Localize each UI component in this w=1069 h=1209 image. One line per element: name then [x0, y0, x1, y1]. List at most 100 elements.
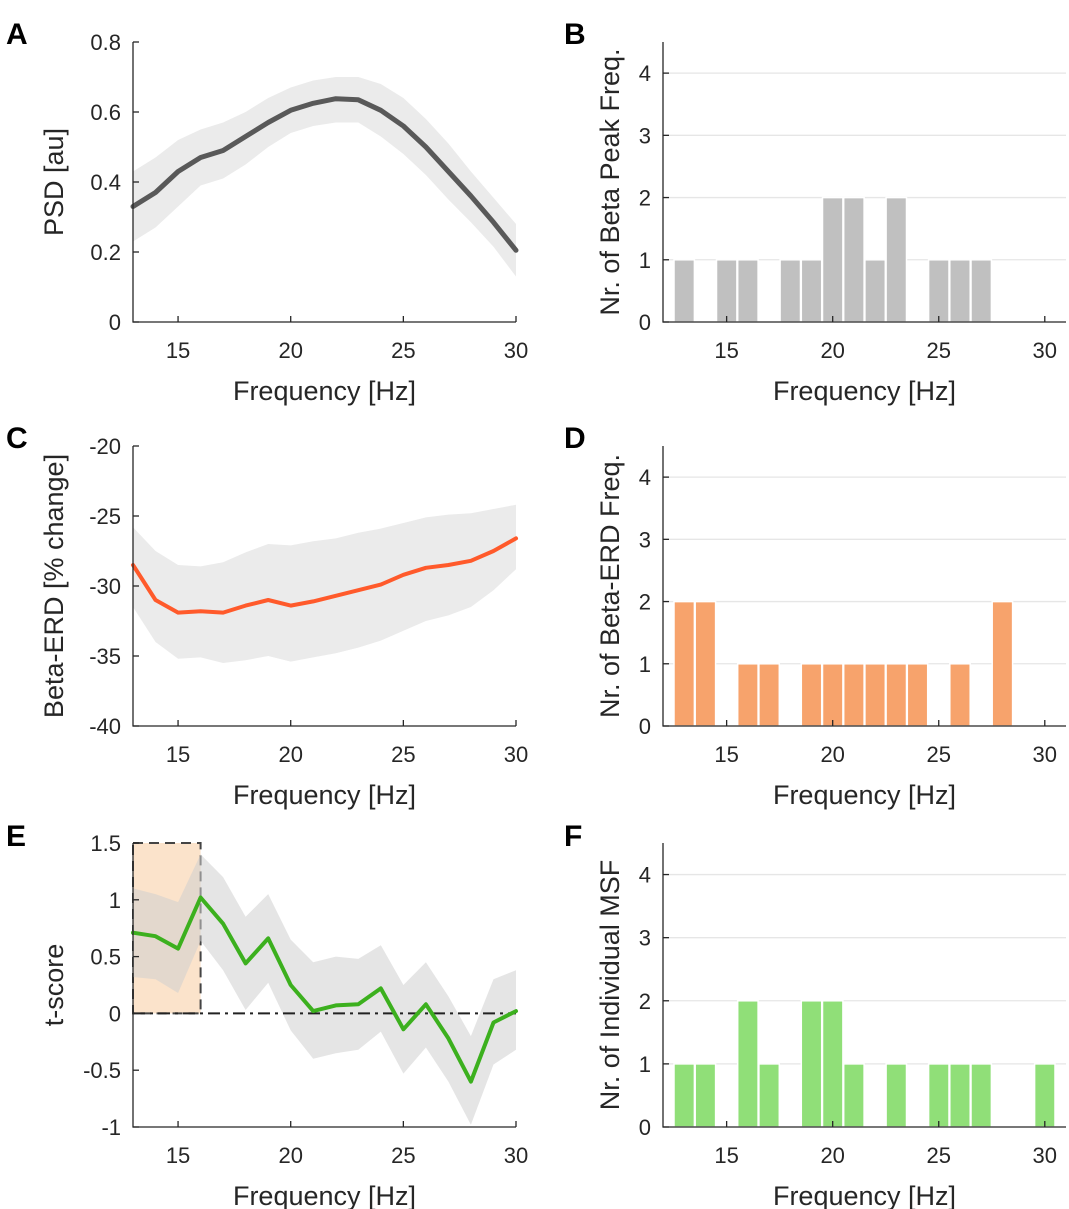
series-line: [131, 895, 518, 1084]
y-tick-label: 0.4: [90, 170, 121, 195]
bar: [736, 259, 759, 323]
bar: [949, 259, 971, 323]
x-tick-label: 15: [166, 1143, 190, 1168]
y-tick-label: 0: [639, 714, 651, 739]
y-axis-label: Nr. of Beta-ERD Freq.: [595, 454, 625, 718]
y-tick-label: -20: [89, 434, 121, 459]
bar: [758, 663, 781, 727]
y-tick-label: -30: [89, 574, 121, 599]
panel-label-d: D: [564, 422, 586, 455]
x-tick-label: 30: [1033, 338, 1057, 363]
y-tick-label: 4: [639, 61, 651, 86]
x-tick-label: 20: [820, 1143, 844, 1168]
panel-label-b: B: [564, 18, 586, 51]
bar: [885, 1063, 908, 1128]
panel-label-c: C: [6, 422, 28, 455]
x-tick-label: 25: [391, 338, 415, 363]
confidence-band: [133, 854, 516, 1125]
y-tick-label: 2: [639, 590, 651, 615]
series-line: [131, 536, 518, 615]
x-tick-label: 30: [1033, 1143, 1057, 1168]
panel-b: 15 20 25 30 0 1 2 3 4 Frequency [Hz] Nr. of Beta P…: [595, 42, 1066, 406]
y-tick-label: 0: [639, 1115, 651, 1140]
x-tick-label: 20: [278, 338, 302, 363]
y-tick-label: 4: [639, 863, 651, 888]
y-tick-label: 0: [639, 310, 651, 335]
panel-e: 15 20 25 30 -1 -0.5 0 0.5 1 1.5 Frequency [Hz] t-sc…: [39, 831, 528, 1209]
panel-c: 15 20 25 30 -40 -35 -30 -25 -20 Frequency [Hz] Bet…: [39, 434, 528, 810]
x-tick-label: 15: [166, 742, 190, 767]
y-tick-label: 3: [639, 527, 651, 552]
bar: [694, 600, 717, 727]
x-tick-label: 25: [926, 1143, 950, 1168]
y-tick-label: -40: [89, 714, 121, 739]
bar: [736, 1000, 759, 1128]
bar: [842, 1063, 865, 1128]
x-tick-label: 25: [926, 742, 950, 767]
y-axis-label: Nr. of Beta Peak Freq.: [595, 48, 625, 315]
panel-d: 15 20 25 30 0 1 2 3 4 Frequency [Hz] Nr. of Beta-E…: [595, 446, 1066, 810]
y-tick-label: -35: [89, 644, 121, 669]
y-axis-label: t-score: [39, 944, 69, 1027]
bar: [927, 1063, 950, 1128]
y-tick-label: 0.8: [90, 30, 121, 55]
bar: [821, 1000, 844, 1128]
panel-label-f: F: [564, 820, 582, 853]
y-tick-label: 4: [639, 465, 651, 490]
y-tick-label: 1: [639, 652, 651, 677]
y-tick-label: -25: [89, 504, 121, 529]
y-tick-label: 2: [639, 186, 651, 211]
y-tick-label: 0.6: [90, 100, 121, 125]
bar: [736, 663, 759, 727]
bar: [758, 1063, 781, 1128]
y-tick-label: 0.5: [90, 945, 121, 970]
y-tick-label: 2: [639, 989, 651, 1014]
x-axis-label: Frequency [Hz]: [233, 780, 416, 810]
x-tick-label: 15: [714, 338, 738, 363]
x-tick-label: 15: [166, 338, 190, 363]
confidence-band: [133, 504, 516, 663]
x-tick-label: 15: [714, 1143, 738, 1168]
bar: [885, 196, 908, 323]
bar: [715, 259, 738, 323]
y-tick-label: 1: [639, 1052, 651, 1077]
x-axis-label: Frequency [Hz]: [773, 376, 956, 406]
confidence-band: [133, 77, 516, 277]
bar: [673, 259, 696, 323]
x-tick-label: 20: [820, 742, 844, 767]
panel-f: 15 20 25 30 0 1 2 3 4 Frequency [Hz] Nr. of Indivi…: [595, 843, 1066, 1209]
bar: [970, 1063, 993, 1128]
y-tick-label: 0: [109, 310, 121, 335]
y-tick-label: 3: [639, 123, 651, 148]
bar: [779, 259, 802, 323]
y-tick-label: 1.5: [90, 831, 121, 856]
y-tick-label: -1: [101, 1115, 121, 1140]
bar: [673, 1063, 696, 1128]
series-line: [130, 96, 519, 253]
bar: [800, 663, 823, 727]
x-tick-label: 20: [820, 338, 844, 363]
y-tick-label: 0.2: [90, 240, 121, 265]
panel-label-e: E: [6, 820, 26, 853]
x-axis-label: Frequency [Hz]: [773, 780, 956, 810]
bar: [970, 259, 993, 323]
bar: [800, 1000, 823, 1128]
x-tick-label: 25: [391, 742, 415, 767]
bar: [821, 663, 844, 727]
bar: [906, 663, 929, 727]
x-axis-label: Frequency [Hz]: [233, 376, 416, 406]
x-tick-label: 30: [504, 338, 528, 363]
x-tick-label: 15: [714, 742, 738, 767]
x-tick-label: 20: [278, 742, 302, 767]
y-tick-label: -0.5: [83, 1058, 121, 1083]
panel-label-a: A: [6, 18, 28, 51]
x-tick-label: 25: [926, 338, 950, 363]
bar: [949, 663, 971, 727]
y-tick-label: 3: [639, 926, 651, 951]
bar: [927, 259, 950, 323]
x-tick-label: 25: [391, 1143, 415, 1168]
bar: [991, 600, 1014, 727]
bar: [885, 663, 908, 727]
x-tick-label: 20: [278, 1143, 302, 1168]
